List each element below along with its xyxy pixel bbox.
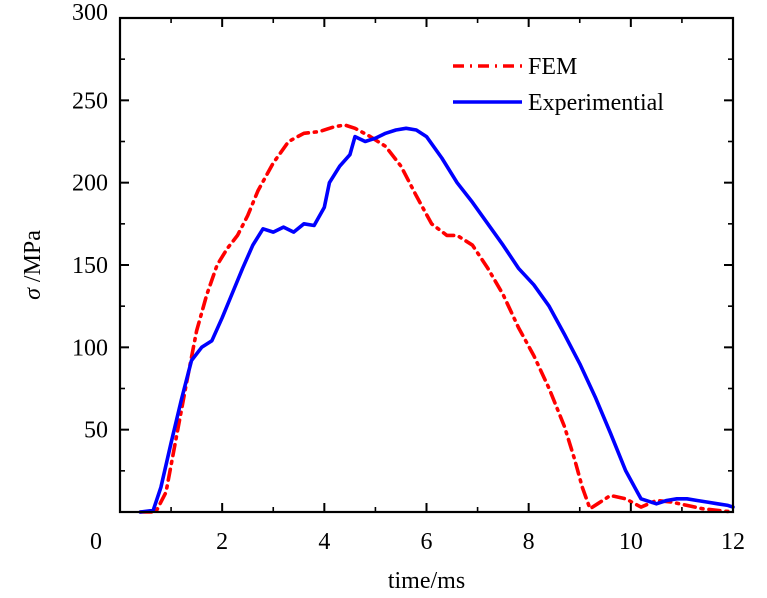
x-tick-label: 6 xyxy=(421,529,433,555)
series-line-experimential xyxy=(138,126,735,514)
x-tick-labels: 0 2 4 6 8 10 12 xyxy=(90,529,745,555)
y-tick-label: 50 xyxy=(84,418,108,444)
x-tick-label: 4 xyxy=(318,529,330,555)
axis-ticks xyxy=(119,17,734,512)
x-tick-label: 12 xyxy=(721,529,745,555)
y-axis-symbol: σ xyxy=(20,287,46,300)
y-tick-label: 250 xyxy=(72,88,108,114)
y-axis-title: σ /MPa xyxy=(20,230,46,300)
legend-label-fem: FEM xyxy=(528,54,577,80)
x-tick-label: 0 xyxy=(90,529,102,555)
x-tick-label: 10 xyxy=(619,529,643,555)
legend: FEM Experimential xyxy=(453,54,664,116)
y-tick-label: 300 xyxy=(72,0,108,26)
legend-label-experimential: Experimential xyxy=(528,90,664,116)
y-axis-unit: /MPa xyxy=(20,230,46,288)
x-axis-title: time/ms xyxy=(388,568,465,594)
x-tick-label: 2 xyxy=(216,529,228,555)
y-tick-label: 100 xyxy=(72,335,108,361)
plot-area xyxy=(138,123,735,514)
series-line-fem xyxy=(138,123,735,514)
x-tick-label: 8 xyxy=(523,529,535,555)
y-tick-label: 150 xyxy=(72,253,108,279)
y-tick-labels: 50 100 150 200 250 300 xyxy=(72,0,108,444)
y-tick-label: 200 xyxy=(72,171,108,197)
